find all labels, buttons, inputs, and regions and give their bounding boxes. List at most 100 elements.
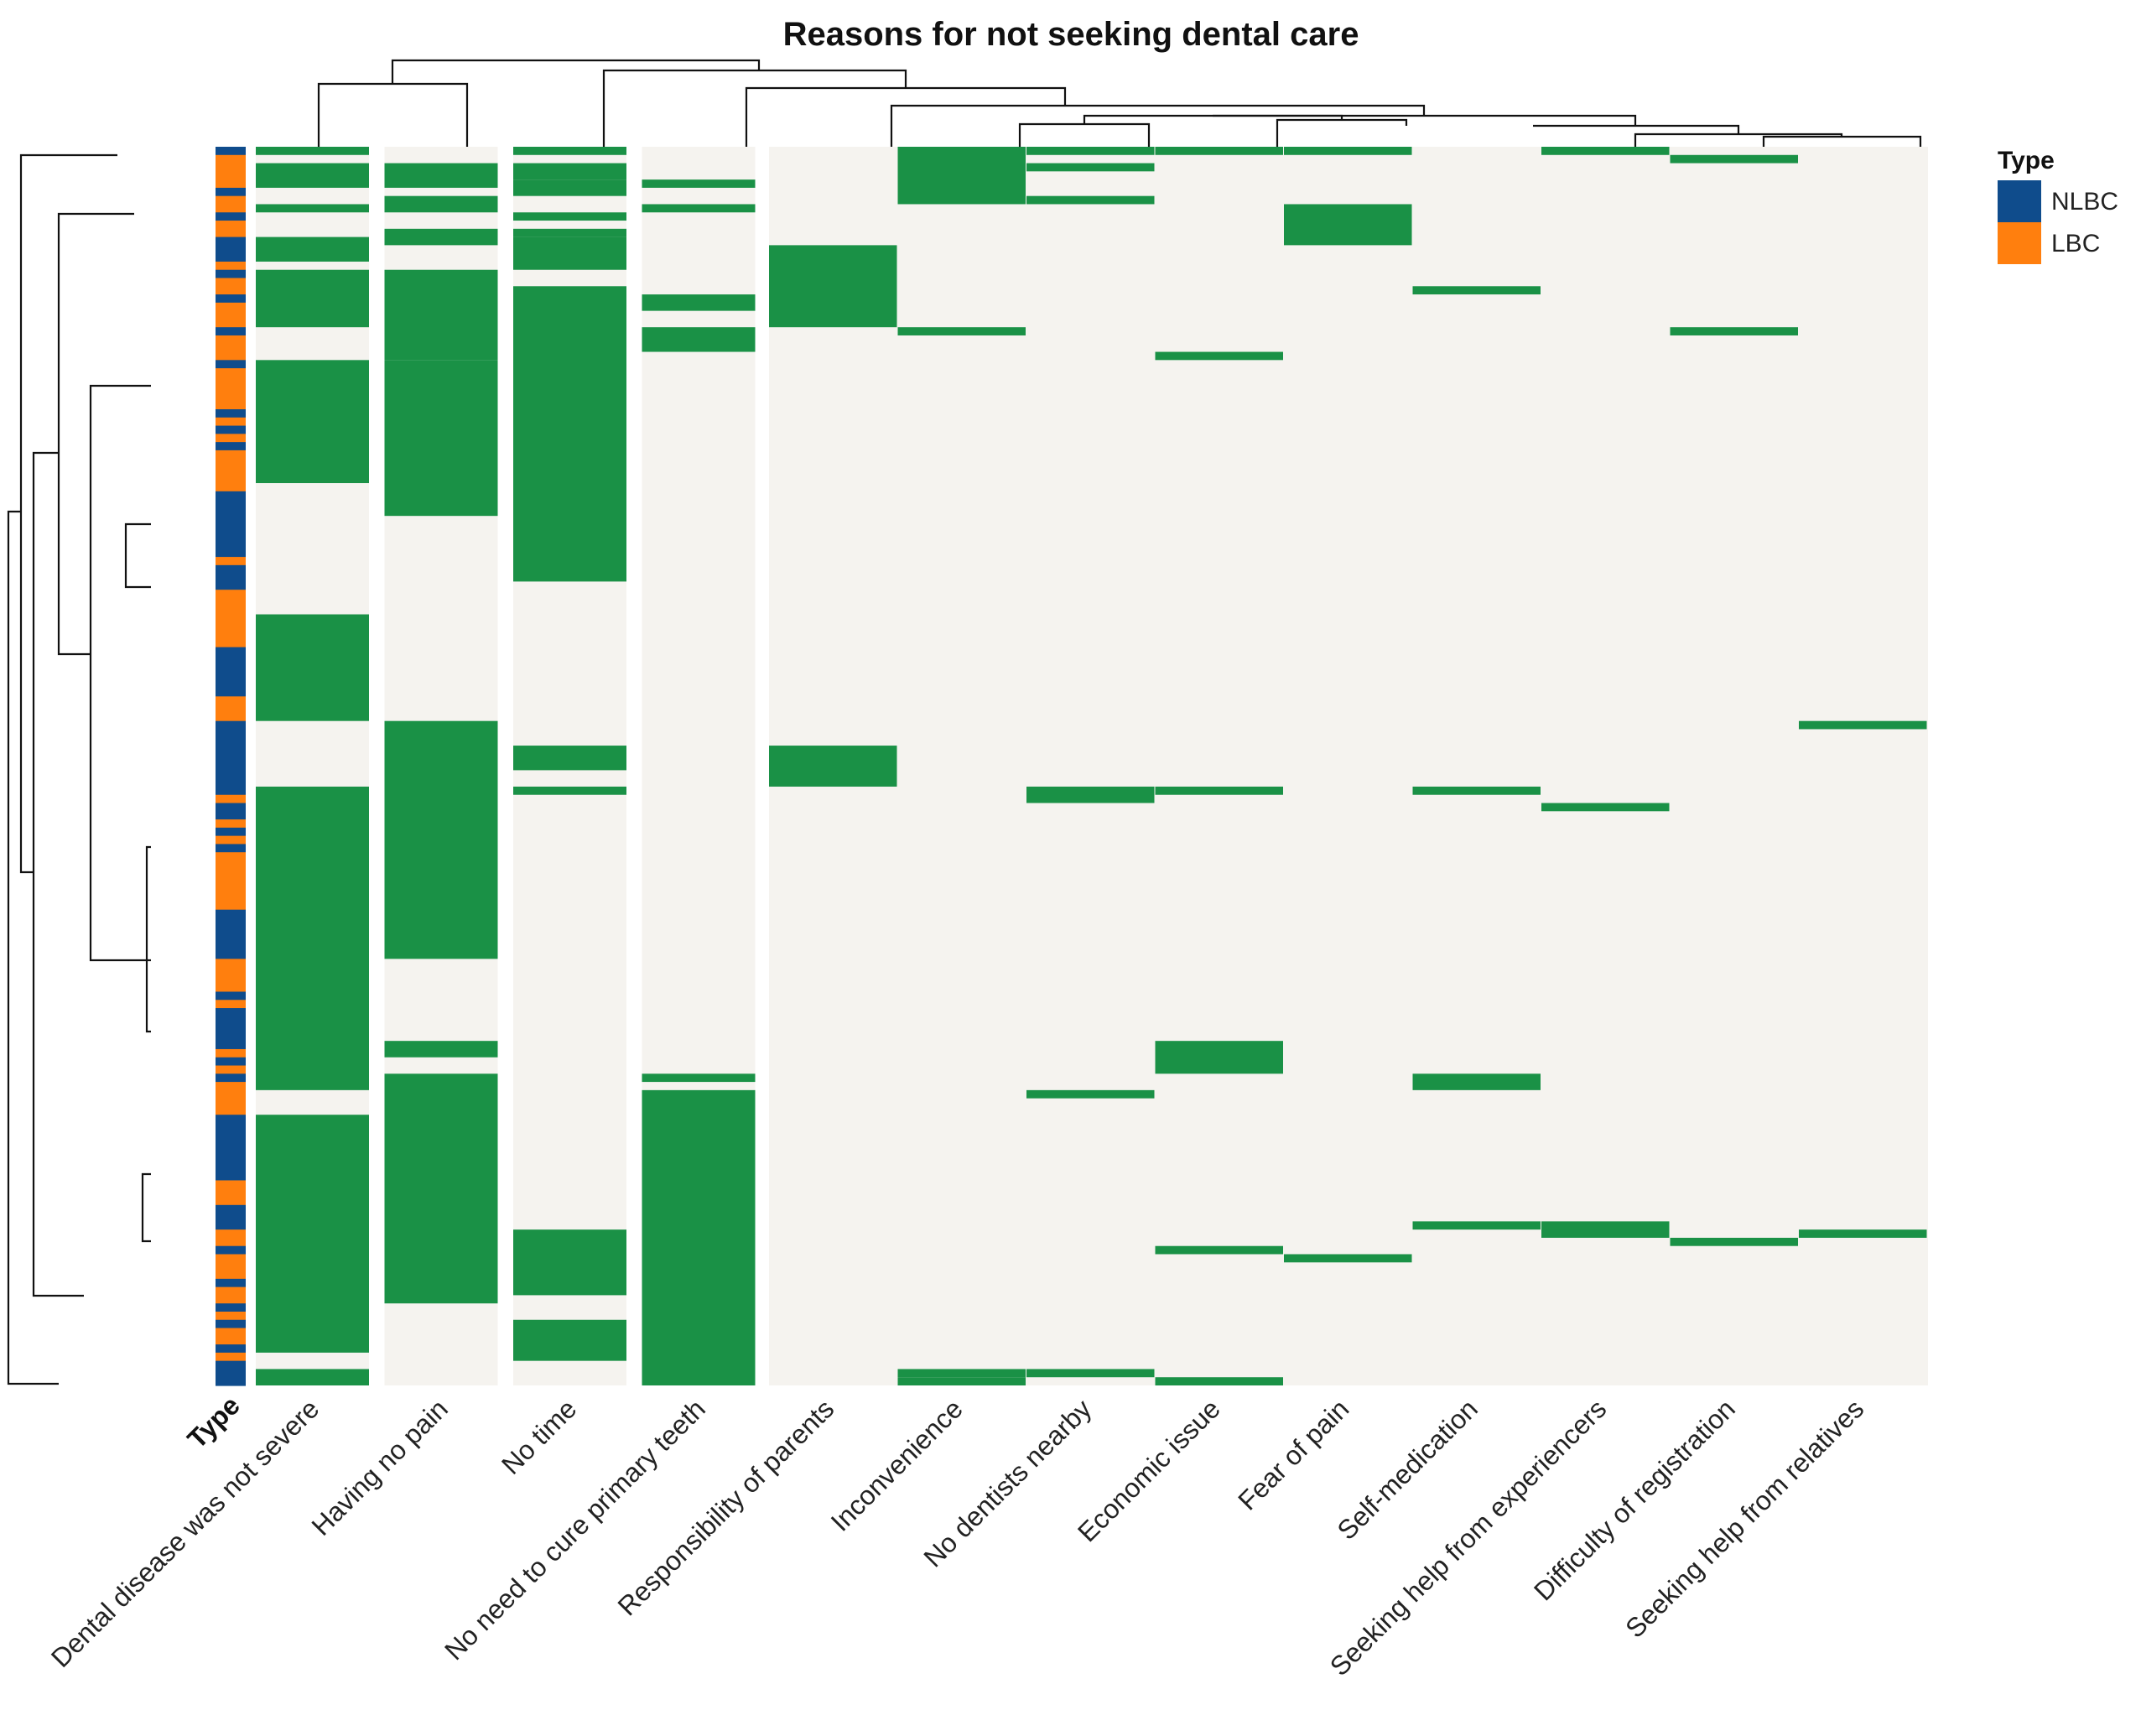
type-strip-segment (216, 269, 246, 279)
type-strip-segment (216, 1286, 246, 1304)
type-strip-segment (216, 1204, 246, 1230)
type-strip-segment (216, 368, 246, 410)
chart-title: Reasons for not seeking dental care (783, 16, 1359, 53)
heatmap-cell-present (769, 746, 897, 787)
type-strip-segment (216, 991, 246, 1001)
heatmap-cell-present (1026, 147, 1155, 155)
heatmap-cell-present (1670, 327, 1798, 335)
heatmap-cell-present (1026, 1089, 1155, 1099)
legend-label-lbc: LBC (2051, 230, 2100, 257)
heatmap-cell-present (256, 163, 369, 188)
legend-label-nlbc: NLBC (2051, 188, 2118, 216)
heatmap-cell-present (384, 1041, 498, 1058)
type-strip-segment (216, 1254, 246, 1280)
heatmap-cell-present (513, 179, 626, 196)
type-strip-segment (216, 564, 246, 590)
heatmap-cell-present (513, 786, 626, 795)
heatmap-cell-present (642, 1089, 756, 1385)
type-strip-segment (216, 803, 246, 820)
type-strip-segment (216, 1057, 246, 1067)
heatmap-cell-present (642, 179, 756, 188)
heatmap-cells (256, 147, 1927, 1385)
heatmap-cell-present (1412, 1221, 1541, 1230)
row-dendro-link (124, 522, 151, 589)
type-strip-segment (216, 434, 246, 443)
heatmap-cell-present (384, 1073, 498, 1304)
heatmap-column-bg (1541, 147, 1671, 1385)
heatmap-cell-present (1284, 1254, 1412, 1263)
type-strip-segment (216, 1082, 246, 1115)
heatmap-cell-present (384, 360, 498, 517)
heatmap-cell-present (384, 269, 498, 361)
type-strip-segment (216, 1344, 246, 1354)
type-strip-segment (216, 835, 246, 845)
type-strip-segment (216, 1328, 246, 1345)
type-strip-segment (216, 1073, 246, 1083)
type-strip-segment (216, 1048, 246, 1058)
row-dendro-link (89, 384, 151, 962)
heatmap-column-bg (1284, 147, 1413, 1385)
heatmap-cell-present (1670, 1237, 1798, 1246)
heatmap-cell-present (513, 228, 626, 237)
col-dendro-link (1213, 114, 1637, 126)
heatmap-cell-present (1541, 147, 1670, 155)
heatmap-column-bg (1412, 147, 1542, 1385)
heatmap-cell-present (1412, 286, 1541, 295)
type-strip-segment (216, 852, 246, 911)
row-dendrogram (7, 153, 151, 1385)
heatmap-cell-present (897, 327, 1026, 335)
heatmap-cell-present (1284, 147, 1412, 155)
heatmap-cell-present (513, 1319, 626, 1361)
heatmap-cell-present (1155, 786, 1283, 795)
heatmap-cell-present (256, 1369, 369, 1385)
heatmap-cell-present (1155, 1041, 1283, 1074)
type-strip-segment (216, 1008, 246, 1050)
type-strip-segment (216, 1360, 246, 1386)
type-strip-segment (216, 491, 246, 558)
type-strip-segment (216, 1229, 246, 1247)
type-strip-segment (216, 154, 246, 189)
heatmap-cell-present (1026, 786, 1155, 803)
heatmap-cell-present (1284, 204, 1412, 246)
type-strip-segment (216, 844, 246, 853)
heatmap-cell-present (1026, 163, 1155, 172)
heatmap-column-bg (1026, 147, 1156, 1385)
type-strip-segment (216, 212, 246, 221)
type-strip-segment (216, 261, 246, 271)
row-dendro-link (7, 510, 59, 1385)
heatmap-cell-present (1670, 154, 1798, 164)
heatmap-cell-present (1155, 1377, 1283, 1385)
type-strip-segment (216, 1311, 246, 1321)
heatmap-cell-present (256, 236, 369, 262)
type-strip-segment (216, 302, 246, 328)
type-strip-segment (216, 1319, 246, 1329)
type-strip-segment (216, 909, 246, 959)
heatmap-cell-present (1412, 786, 1541, 795)
heatmap-cell-present (256, 204, 369, 213)
heatmap-cell-present (513, 236, 626, 270)
type-strip-segment (216, 221, 246, 238)
type-strip-segment (216, 360, 246, 369)
heatmap-cell-present (642, 204, 756, 213)
type-strip-segment (216, 195, 246, 213)
type-strip-segment (216, 1278, 246, 1288)
row-dendro-link (19, 153, 117, 874)
type-strip-segment (216, 442, 246, 451)
heatmap-cell-present (256, 360, 369, 484)
row-dendro-link (141, 1172, 151, 1243)
type-strip-segment (216, 450, 246, 492)
row-dendro-link (145, 845, 151, 1033)
type-strip-segment (216, 236, 246, 262)
type-strip-segment (216, 819, 246, 829)
type-strip-segment (216, 1180, 246, 1206)
legend-swatch-lbc (1998, 222, 2041, 264)
heatmap-cell-present (256, 147, 369, 155)
col-dendro-link (602, 69, 907, 147)
row-dendro-link (32, 451, 84, 1297)
heatmap-cell-present (1541, 1221, 1670, 1238)
type-strip-segment (216, 1303, 246, 1312)
legend-swatch-nlbc (1998, 180, 2041, 222)
type-strip-segment (216, 425, 246, 434)
type-strip-segment (216, 417, 246, 427)
